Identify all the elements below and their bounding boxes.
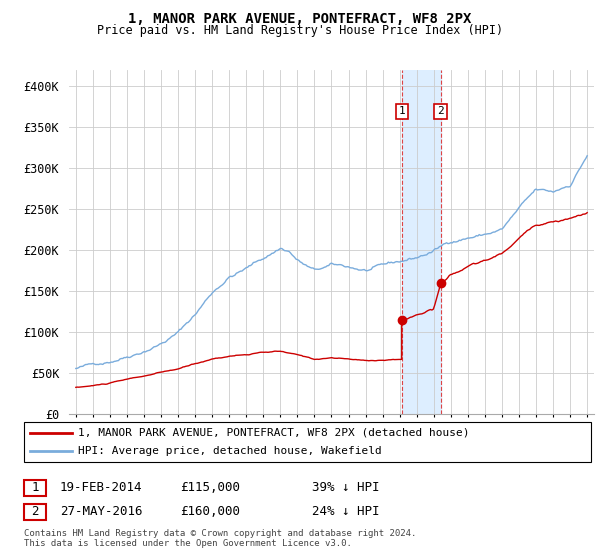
Text: 1: 1 xyxy=(31,481,39,494)
Text: 2: 2 xyxy=(31,505,39,519)
Bar xyxy=(402,70,440,414)
Text: Contains HM Land Registry data © Crown copyright and database right 2024.: Contains HM Land Registry data © Crown c… xyxy=(24,529,416,538)
Text: £160,000: £160,000 xyxy=(180,505,240,519)
Text: This data is licensed under the Open Government Licence v3.0.: This data is licensed under the Open Gov… xyxy=(24,539,352,548)
Text: 2: 2 xyxy=(437,106,444,116)
Text: 27-MAY-2016: 27-MAY-2016 xyxy=(60,505,143,519)
Text: 19-FEB-2014: 19-FEB-2014 xyxy=(60,481,143,494)
Text: 1, MANOR PARK AVENUE, PONTEFRACT, WF8 2PX: 1, MANOR PARK AVENUE, PONTEFRACT, WF8 2P… xyxy=(128,12,472,26)
Text: £115,000: £115,000 xyxy=(180,481,240,494)
Text: 24% ↓ HPI: 24% ↓ HPI xyxy=(312,505,380,519)
Text: 1: 1 xyxy=(398,106,405,116)
Text: HPI: Average price, detached house, Wakefield: HPI: Average price, detached house, Wake… xyxy=(78,446,382,456)
Text: 1, MANOR PARK AVENUE, PONTEFRACT, WF8 2PX (detached house): 1, MANOR PARK AVENUE, PONTEFRACT, WF8 2P… xyxy=(78,428,470,438)
Text: 39% ↓ HPI: 39% ↓ HPI xyxy=(312,481,380,494)
Text: Price paid vs. HM Land Registry's House Price Index (HPI): Price paid vs. HM Land Registry's House … xyxy=(97,24,503,36)
